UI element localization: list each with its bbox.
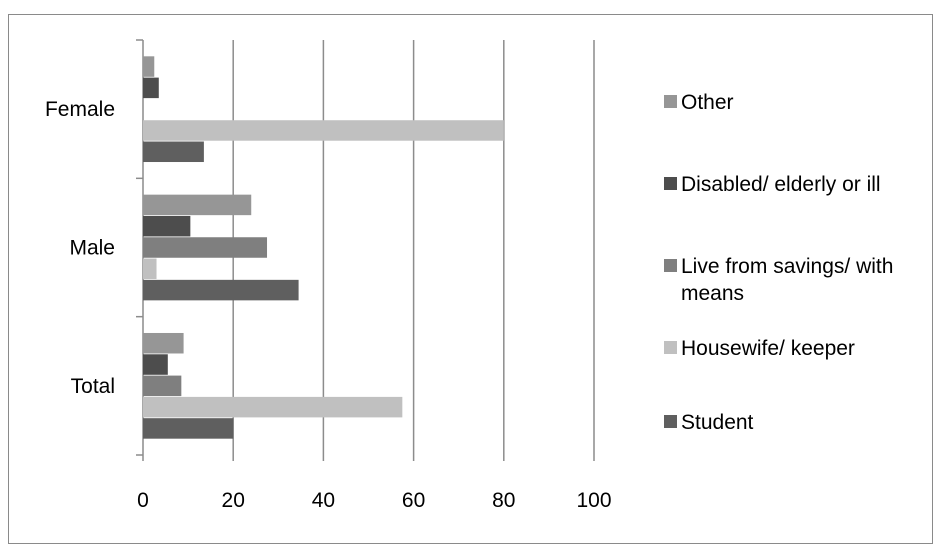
bar-female-disabled-elderly-or-ill	[143, 77, 159, 99]
legend-swatch-other	[664, 95, 677, 108]
bar-total-other	[143, 332, 184, 354]
bar-female-student	[143, 141, 204, 163]
bar-chart: 0 20 40 60 80 100 Female Male Total Other Disabled…	[45, 39, 893, 512]
bar-male-housewife-keeper	[143, 258, 157, 280]
bar-male-live-from-savings-with-means	[143, 237, 268, 258]
legend-swatch-live-from-savings-with-means	[664, 259, 677, 272]
legend-label-other: Other	[681, 91, 734, 114]
x-tick-label-40: 40	[312, 489, 335, 512]
legend-label-student: Student	[681, 411, 754, 434]
bar-total-student	[143, 418, 234, 439]
x-tick-label-60: 60	[402, 489, 425, 512]
bar-total-housewife-keeper	[143, 396, 403, 418]
bar-male-other	[143, 194, 252, 216]
bar-male-disabled-elderly-or-ill	[143, 215, 191, 237]
bar-male-student	[143, 279, 299, 301]
legend-label-disabled-elderly-or-ill: Disabled/ elderly or ill	[681, 173, 881, 196]
bar-female-housewife-keeper	[143, 120, 504, 141]
legend-label-live-from-savings-with-means: Live from savings/ with means	[681, 255, 893, 305]
x-tick-label-80: 80	[492, 489, 515, 512]
legend-label-housewife-keeper: Housewife/ keeper	[681, 337, 855, 360]
category-label-male: Male	[69, 237, 115, 260]
legend-swatch-disabled-elderly-or-ill	[664, 177, 677, 190]
bar-total-live-from-savings-with-means	[143, 375, 182, 397]
bar-total-disabled-elderly-or-ill	[143, 354, 168, 375]
category-label-total: Total	[71, 375, 115, 398]
legend-swatch-student	[664, 415, 677, 428]
category-label-female: Female	[45, 98, 115, 121]
bar-female-other	[143, 56, 155, 77]
x-tick-label-20: 20	[222, 489, 245, 512]
x-tick-label-0: 0	[137, 489, 149, 512]
x-tick-label-100: 100	[576, 489, 611, 512]
legend-swatch-housewife-keeper	[664, 341, 677, 354]
